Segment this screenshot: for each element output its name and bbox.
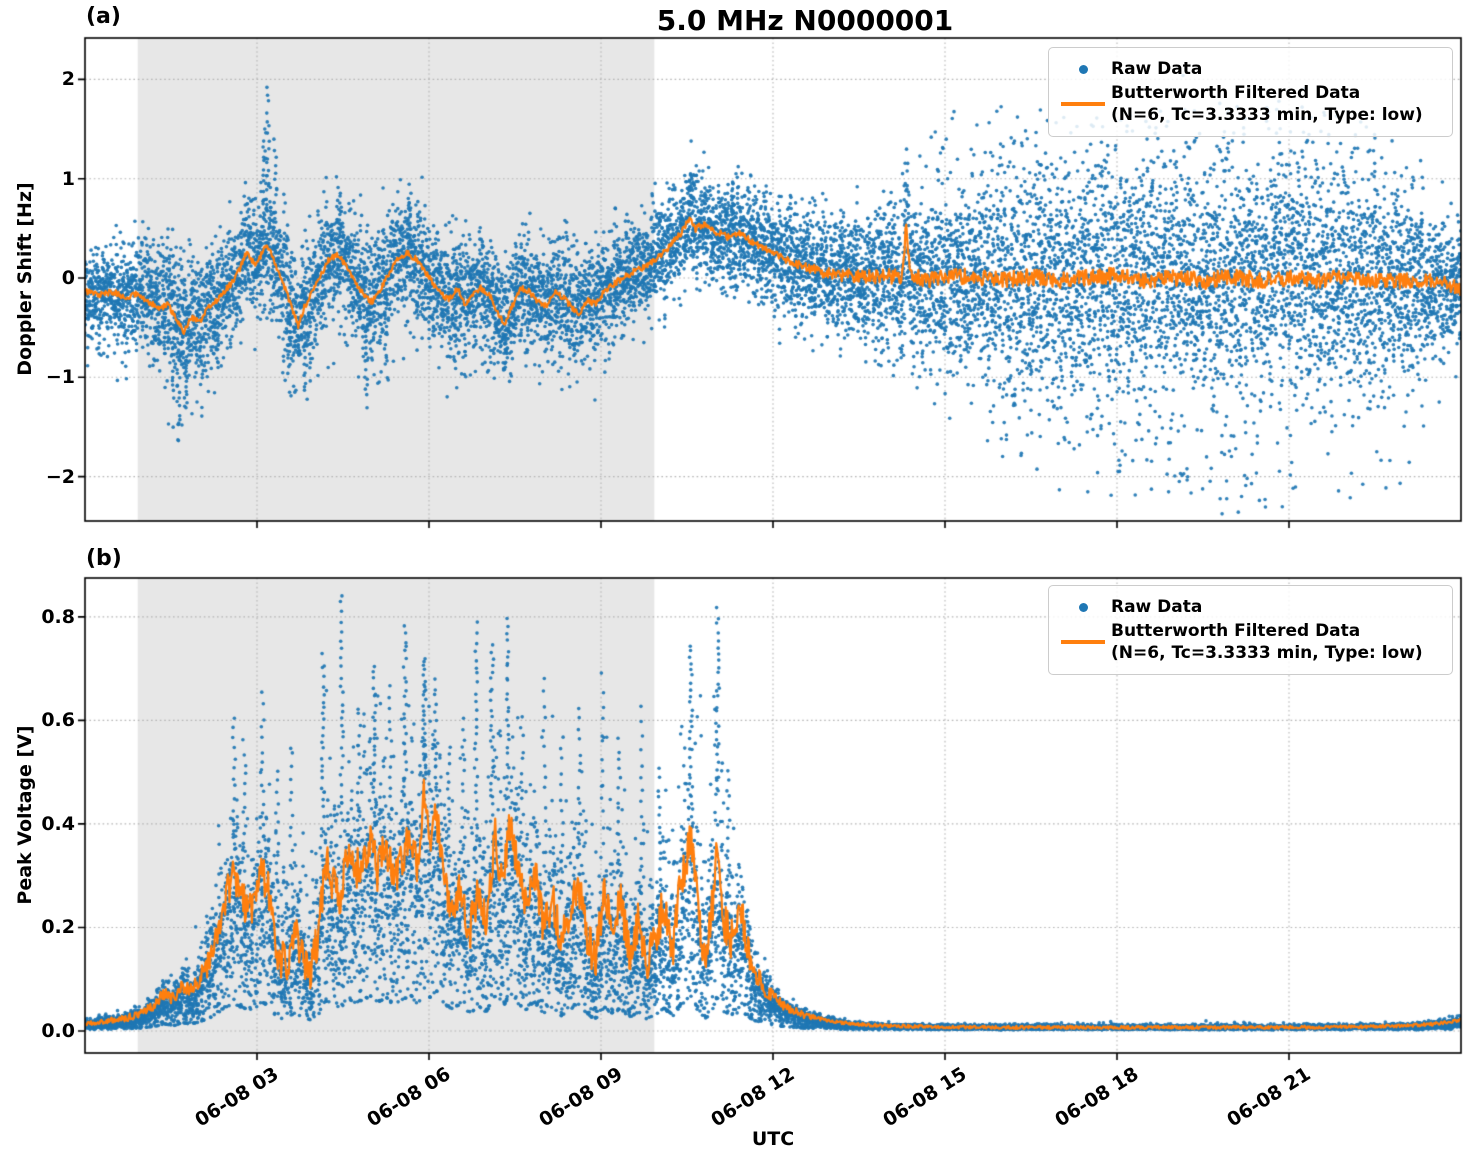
legend-label: Raw Data (1111, 59, 1203, 79)
x-axis-label: UTC (751, 1128, 795, 1150)
y-tick-label: 0.0 (41, 1019, 75, 1042)
panel-b-label: (b) (86, 546, 122, 571)
filtered-line-icon (1055, 640, 1111, 644)
legend-entry-raw-data: Raw Data (1055, 58, 1442, 80)
y-tick-label: −1 (45, 366, 75, 389)
legend-sublabel: (N=6, Tc=3.3333 min, Type: low) (1111, 643, 1423, 663)
y-tick-label: 0.2 (41, 916, 75, 939)
y-tick-label: 2 (61, 68, 75, 91)
y-tick-label: 1 (61, 167, 75, 190)
y-tick-label: 0 (61, 267, 75, 289)
legend-panel-b: Raw Data Butterworth Filtered Data (N=6,… (1048, 585, 1453, 675)
y-tick-label: 0.4 (41, 812, 75, 835)
chart-title: 5.0 MHz N0000001 (656, 4, 954, 37)
legend-label: Butterworth Filtered Data (1111, 83, 1361, 103)
y-tick-label: 0.6 (41, 709, 75, 732)
raw-data-dot-icon (1055, 602, 1111, 612)
y-tick-label: 0.8 (41, 605, 75, 628)
raw-data-dot-icon (1055, 64, 1111, 74)
legend-label: Raw Data (1111, 597, 1203, 617)
filtered-line-icon (1055, 102, 1111, 106)
y-tick-label: −2 (45, 465, 75, 488)
panel-a-label: (a) (86, 4, 121, 29)
legend-entry-filtered-data: Butterworth Filtered Data (N=6, Tc=3.333… (1055, 82, 1442, 126)
legend-entry-filtered-data: Butterworth Filtered Data (N=6, Tc=3.333… (1055, 620, 1442, 664)
legend-entry-raw-data: Raw Data (1055, 596, 1442, 618)
legend-label: Butterworth Filtered Data (1111, 621, 1361, 641)
legend-sublabel: (N=6, Tc=3.3333 min, Type: low) (1111, 105, 1423, 125)
legend-panel-a: Raw Data Butterworth Filtered Data (N=6,… (1048, 47, 1453, 137)
